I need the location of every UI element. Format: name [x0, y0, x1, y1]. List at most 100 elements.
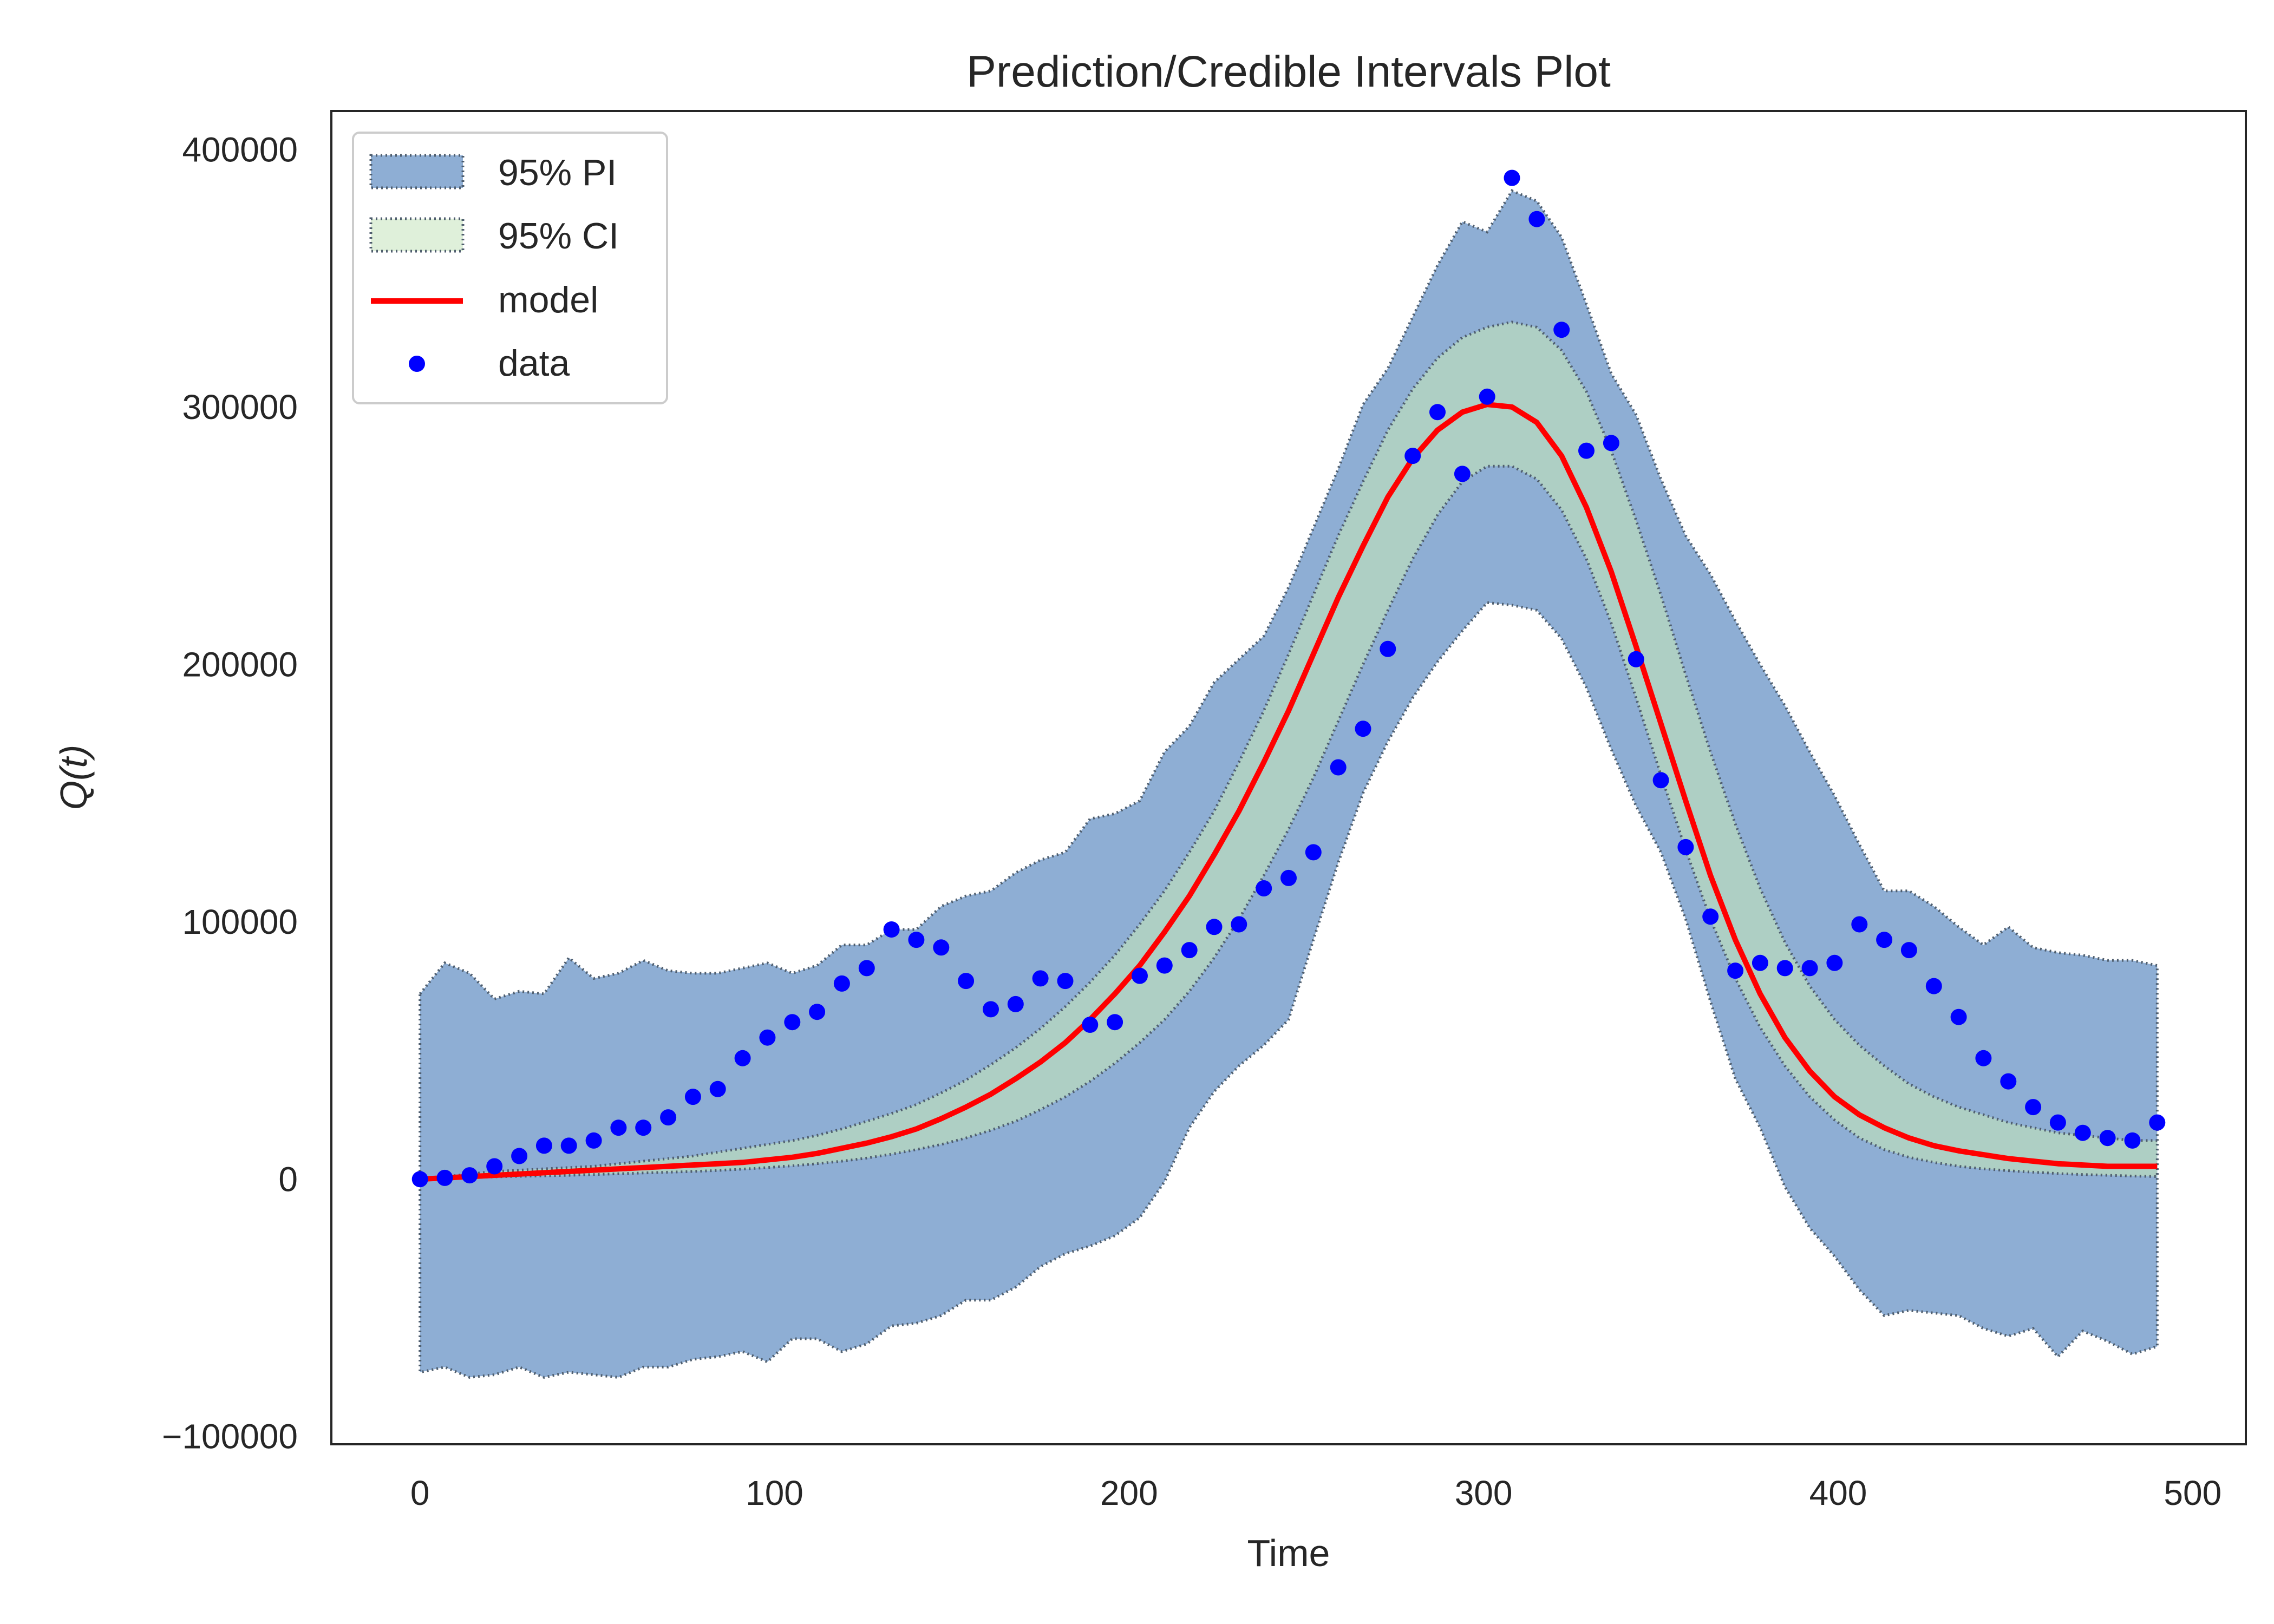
chart-title: Prediction/Credible Intervals Plot — [966, 47, 1611, 96]
data-point — [1950, 1009, 1967, 1025]
data-point — [1206, 919, 1223, 935]
data-point — [1652, 772, 1669, 789]
data-point — [1404, 448, 1421, 464]
data-point — [1007, 996, 1024, 1012]
x-tick-label: 500 — [2164, 1474, 2221, 1512]
data-point — [1280, 869, 1297, 886]
x-tick-label: 400 — [1809, 1474, 1867, 1512]
data-point — [1305, 844, 1322, 861]
data-point — [759, 1029, 776, 1046]
legend-label-model: model — [498, 279, 598, 320]
ci-band — [420, 320, 2159, 1181]
data-point — [1330, 759, 1347, 776]
data-point — [411, 1171, 428, 1188]
legend-frame — [352, 132, 668, 404]
data-point — [1429, 404, 1446, 421]
data-point — [1975, 1050, 1992, 1066]
data-point — [883, 921, 900, 938]
legend-label-ci: 95% CI — [498, 215, 619, 257]
data-point — [1181, 942, 1198, 959]
data-point — [1628, 651, 1644, 667]
data-point — [2149, 1114, 2166, 1131]
data-point — [461, 1167, 478, 1184]
data-point — [2000, 1073, 2017, 1090]
data-point — [1479, 388, 1495, 405]
data-point — [1776, 960, 1793, 977]
data-point — [1032, 970, 1049, 987]
x-tick-label: 200 — [1100, 1474, 1158, 1512]
legend-swatch-pi — [369, 154, 465, 189]
data-point — [610, 1119, 627, 1136]
y-axis-label: Q(t) — [53, 745, 95, 810]
x-tick-label: 300 — [1455, 1474, 1513, 1512]
data-point — [1925, 978, 1942, 994]
data-point — [933, 939, 950, 956]
data-point — [585, 1132, 602, 1149]
data-point — [809, 1004, 826, 1020]
data-point — [983, 1001, 999, 1018]
model-line — [420, 402, 2158, 1182]
data-point — [1132, 967, 1148, 984]
data-point — [1727, 962, 1744, 979]
data-point — [436, 1169, 453, 1186]
legend-swatch-ci — [369, 217, 465, 253]
data-point — [1528, 211, 1545, 227]
data-point — [1107, 1014, 1123, 1031]
data-point — [1578, 442, 1595, 459]
data-point — [1156, 957, 1173, 974]
data-point — [2124, 1132, 2141, 1149]
data-point — [958, 973, 975, 990]
data-point — [1801, 960, 1818, 977]
plot-frame — [330, 110, 2247, 1445]
data-point — [1504, 169, 1520, 186]
data-point — [2099, 1130, 2116, 1147]
data-point — [1380, 640, 1396, 657]
data-point — [1082, 1017, 1099, 1033]
data-point — [1355, 721, 1371, 737]
data-point — [684, 1089, 701, 1105]
data-point — [1826, 954, 1843, 971]
data-point — [1677, 839, 1694, 855]
data-point — [734, 1050, 751, 1066]
data-point — [833, 975, 850, 992]
data-point — [908, 932, 925, 948]
data-point — [1553, 322, 1570, 338]
y-axis-ticks: −100000 0 100000 200000 300000 400000 — [162, 130, 298, 1456]
plot-area — [411, 169, 2166, 1379]
data-point — [858, 960, 875, 977]
data-point — [635, 1119, 652, 1136]
data-point — [1256, 880, 1272, 896]
data-point — [2074, 1124, 2091, 1141]
y-tick-label: −100000 — [162, 1417, 298, 1456]
data-point — [1057, 973, 1074, 990]
data-point — [535, 1137, 552, 1154]
data-point — [560, 1137, 577, 1154]
data-point — [1454, 466, 1471, 482]
x-axis-ticks: 0 100 200 300 400 500 — [410, 1474, 2221, 1512]
data-point — [660, 1109, 677, 1126]
data-point — [784, 1014, 801, 1031]
data-point — [1851, 916, 1868, 933]
data-point — [1603, 435, 1619, 451]
y-tick-label: 0 — [278, 1160, 298, 1199]
data-point — [1702, 908, 1719, 925]
y-tick-label: 400000 — [182, 130, 298, 169]
data-point — [2025, 1099, 2042, 1116]
y-tick-label: 200000 — [182, 645, 298, 684]
legend: 95% PI 95% CI model data — [352, 132, 668, 404]
x-tick-label: 0 — [410, 1474, 430, 1512]
data-point — [486, 1158, 503, 1175]
x-axis-label: Time — [1247, 1532, 1330, 1574]
legend-swatch-data — [409, 356, 425, 372]
data-point — [709, 1081, 726, 1097]
data-point — [1752, 954, 1768, 971]
data-point — [1876, 932, 1893, 948]
y-tick-label: 300000 — [182, 388, 298, 427]
data-point — [1231, 916, 1247, 933]
y-tick-label: 100000 — [182, 902, 298, 941]
x-tick-label: 100 — [746, 1474, 803, 1512]
data-point — [2049, 1114, 2066, 1131]
legend-label-data: data — [498, 343, 570, 384]
legend-label-pi: 95% PI — [498, 152, 617, 193]
